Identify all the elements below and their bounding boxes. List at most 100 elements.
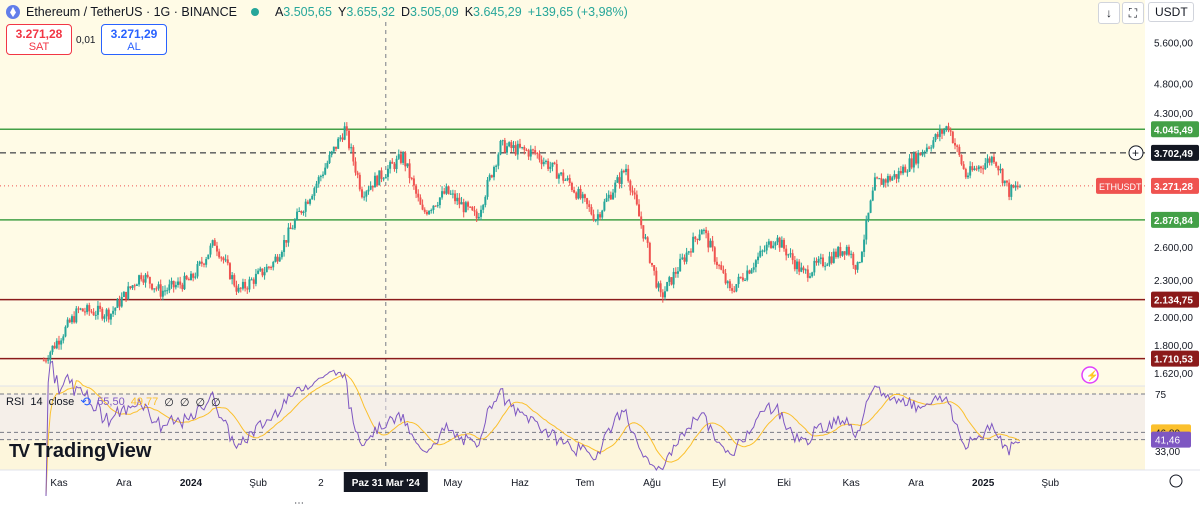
candle-body bbox=[220, 257, 223, 259]
candle-body bbox=[845, 246, 848, 255]
candle-body bbox=[562, 172, 565, 181]
candle-body bbox=[744, 279, 747, 281]
price-tick-label: 1.620,00 bbox=[1154, 369, 1193, 380]
candle-body bbox=[780, 239, 783, 248]
candle-body bbox=[81, 308, 84, 312]
candle-body bbox=[889, 176, 892, 181]
candle-body bbox=[135, 284, 138, 286]
candle-body bbox=[352, 147, 355, 162]
price-tick-label: 2.300,00 bbox=[1154, 276, 1193, 287]
candle-body bbox=[912, 153, 915, 168]
candle-body bbox=[817, 258, 820, 263]
candle-body bbox=[529, 149, 532, 157]
candle-body bbox=[692, 236, 695, 253]
candle-body bbox=[495, 165, 498, 167]
buy-button[interactable]: 3.271,29 AL bbox=[101, 24, 167, 55]
candle-body bbox=[116, 299, 119, 308]
time-tick-label: Şub bbox=[1041, 478, 1059, 489]
candle-body bbox=[235, 285, 238, 292]
last-price-symbol: ETHUSDT bbox=[1099, 182, 1142, 192]
candle-body bbox=[252, 279, 255, 284]
candle-body bbox=[878, 178, 881, 180]
ethereum-logo-icon bbox=[6, 5, 20, 19]
candle-body bbox=[553, 162, 556, 164]
candle-body bbox=[77, 308, 80, 310]
candle-body bbox=[899, 171, 902, 174]
candle-body bbox=[464, 202, 467, 213]
candle-body bbox=[276, 256, 279, 262]
candle-body bbox=[908, 158, 911, 172]
candle-body bbox=[467, 202, 470, 207]
candle-body bbox=[778, 237, 781, 248]
download-button[interactable]: ↓ bbox=[1098, 2, 1120, 24]
candle-body bbox=[806, 269, 809, 278]
candle-body bbox=[237, 287, 240, 292]
candle-body bbox=[209, 245, 212, 255]
currency-select[interactable]: USDT bbox=[1148, 2, 1194, 22]
candle-body bbox=[560, 172, 563, 175]
candle-body bbox=[161, 290, 164, 297]
candle-body bbox=[514, 145, 517, 155]
candle-body bbox=[213, 240, 216, 246]
buy-label: AL bbox=[127, 41, 141, 53]
candle-body bbox=[1016, 185, 1019, 188]
down-arrow-icon: ↓ bbox=[1106, 6, 1112, 20]
candle-body bbox=[241, 281, 244, 289]
candle-body bbox=[648, 242, 651, 263]
candle-body bbox=[207, 254, 210, 260]
rsi-extra-3: ∅ bbox=[195, 396, 206, 409]
candle-body bbox=[995, 162, 998, 167]
candle-body bbox=[1003, 180, 1006, 184]
candle-body bbox=[960, 154, 963, 165]
last-price-symbol-bg bbox=[1096, 177, 1142, 194]
rsi-ma-value: 49,77 bbox=[130, 396, 159, 408]
sell-button[interactable]: 3.271,28 SAT bbox=[6, 24, 72, 55]
axis-settings-icon bbox=[1169, 474, 1183, 488]
add-level-button-icon bbox=[1128, 145, 1144, 161]
candle-body bbox=[542, 161, 545, 165]
candle-body bbox=[659, 283, 662, 293]
candle-body bbox=[689, 251, 692, 253]
candle-body bbox=[984, 163, 987, 170]
candle-body bbox=[683, 257, 686, 262]
candle-body bbox=[231, 275, 234, 280]
last-price-label: 3.271,28 bbox=[1154, 182, 1193, 193]
candle-body bbox=[101, 308, 104, 319]
candle-body bbox=[473, 210, 476, 212]
candle-body bbox=[172, 280, 175, 288]
candle-body bbox=[99, 305, 102, 309]
candle-body bbox=[741, 277, 744, 281]
candle-body bbox=[986, 158, 989, 164]
crosshair-date-bg bbox=[343, 472, 428, 492]
candle-body bbox=[882, 179, 885, 185]
sell-price: 3.271,28 bbox=[15, 27, 63, 41]
candle-body bbox=[713, 247, 716, 262]
time-tick-label: Ağu bbox=[643, 478, 661, 489]
candle-body bbox=[347, 130, 350, 149]
candle-body bbox=[547, 160, 550, 169]
candle-body bbox=[166, 290, 169, 292]
candle-body bbox=[133, 285, 136, 287]
candle-body bbox=[954, 143, 957, 146]
candle-body bbox=[746, 270, 749, 280]
candle-body bbox=[265, 266, 268, 273]
candle-body bbox=[631, 190, 634, 193]
candle-body bbox=[226, 259, 229, 264]
candle-body bbox=[471, 206, 474, 211]
candle-body bbox=[837, 246, 840, 258]
candle-body bbox=[501, 140, 504, 142]
candle-body bbox=[715, 261, 718, 266]
fullscreen-button[interactable]: ⛶ bbox=[1122, 2, 1144, 24]
rsi-settings-icon[interactable]: ⟲ bbox=[80, 394, 92, 409]
candle-body bbox=[516, 143, 519, 155]
candle-body bbox=[733, 290, 736, 292]
candle-body bbox=[752, 267, 755, 270]
candle-body bbox=[722, 269, 725, 274]
candle-body bbox=[824, 265, 827, 267]
price-tick-label: 1.800,00 bbox=[1154, 341, 1193, 352]
candle-body bbox=[202, 263, 205, 265]
candle-body bbox=[609, 194, 612, 200]
candle-body bbox=[309, 199, 312, 204]
candle-body bbox=[869, 200, 872, 213]
